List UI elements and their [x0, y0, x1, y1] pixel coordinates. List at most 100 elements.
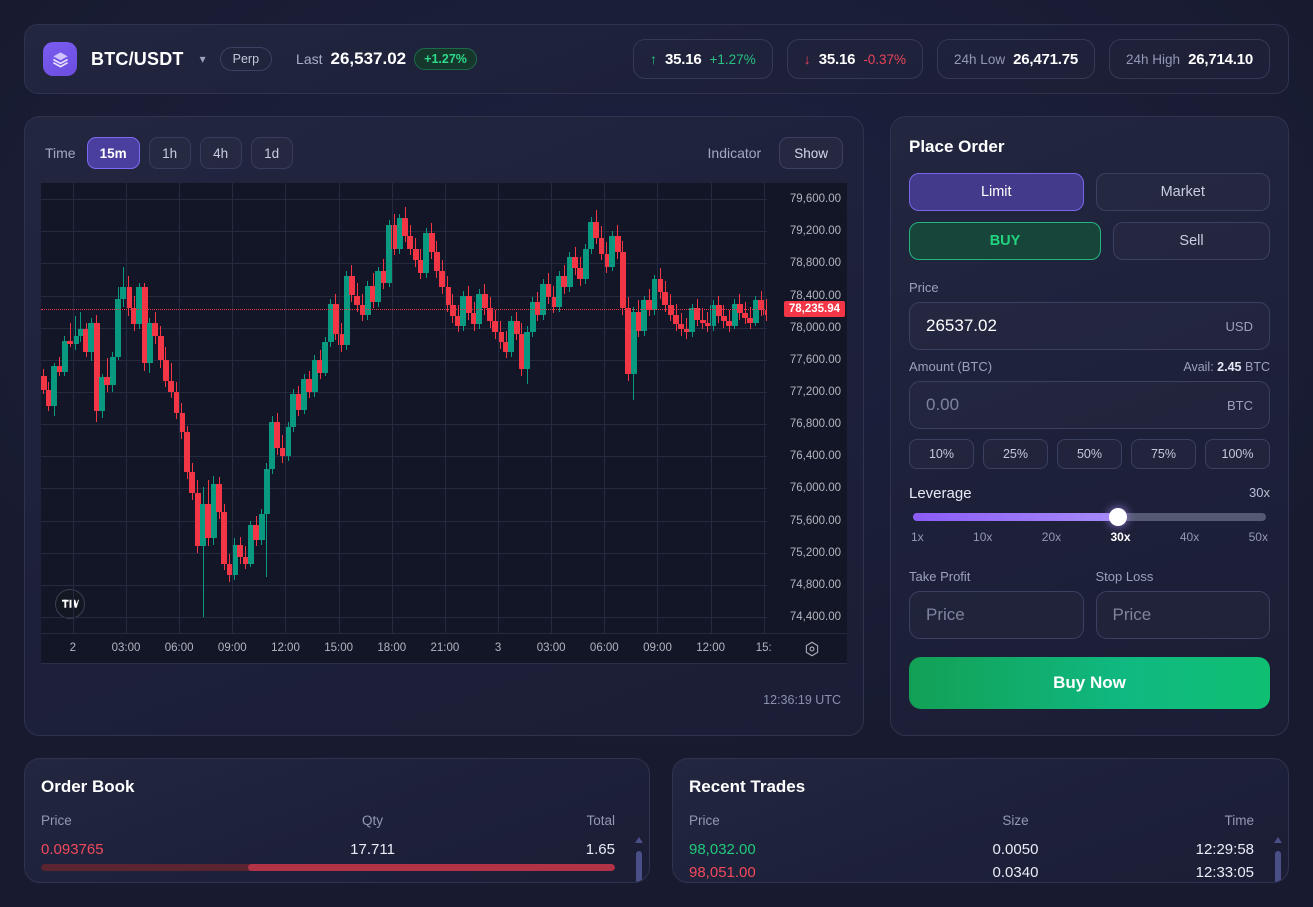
price-axis[interactable]: 79,600.00 79,200.00 78,800.00 78,400.00 78,0… — [767, 183, 847, 633]
leverage-slider[interactable] — [913, 508, 1266, 526]
price-input[interactable]: 26537.02 USD — [909, 302, 1270, 350]
candle — [407, 183, 414, 633]
current-price-marker: 78,235.94 — [783, 300, 845, 317]
order-book-depth-bar — [41, 864, 615, 871]
candle — [673, 183, 680, 633]
gridline-horizontal — [41, 359, 767, 361]
leverage-tick-30x[interactable]: 30x — [1110, 530, 1131, 544]
candle — [247, 183, 254, 633]
candle-body — [492, 321, 499, 333]
timeframe-15m[interactable]: 15m — [86, 137, 140, 169]
timeframe-1d[interactable]: 1d — [250, 137, 293, 169]
stat-up: ↑ 35.16 +1.27% — [632, 39, 773, 79]
leverage-label: Leverage — [909, 485, 972, 502]
leverage-tick-10x[interactable]: 10x — [973, 530, 993, 544]
order-book-scrollbar[interactable] — [635, 837, 643, 882]
leverage-value: 30x — [1249, 485, 1270, 500]
stop-loss-placeholder: Price — [1112, 605, 1152, 624]
candle-body — [561, 276, 568, 288]
candle-body — [577, 268, 584, 280]
candle — [731, 183, 738, 633]
leverage-tick-50x[interactable]: 50x — [1248, 530, 1268, 544]
candle — [51, 183, 58, 633]
candlestick-chart[interactable] — [41, 183, 767, 633]
gridline-vertical — [179, 183, 181, 633]
amount-input[interactable]: 0.00 BTC — [909, 381, 1270, 429]
order-side-buy[interactable]: BUY — [909, 222, 1101, 260]
scrollbar-thumb[interactable] — [1275, 851, 1281, 882]
leverage-tick-20x[interactable]: 20x — [1041, 530, 1062, 544]
candle-body — [354, 295, 361, 306]
candle — [758, 183, 765, 633]
percent-75[interactable]: 75% — [1131, 439, 1196, 469]
time-axis-tick: 09:00 — [217, 642, 247, 654]
candle-body — [56, 366, 63, 372]
percent-25[interactable]: 25% — [983, 439, 1048, 469]
price-axis-tick: 78,400.00 — [789, 289, 841, 302]
candle-body — [444, 287, 451, 306]
gridline-vertical — [710, 183, 712, 633]
candle-body — [370, 285, 377, 302]
candle-body — [503, 342, 509, 352]
candle-wick — [266, 462, 268, 577]
timeframe-4h[interactable]: 4h — [199, 137, 242, 169]
table-row[interactable]: 0.093765 17.711 1.65 — [41, 841, 633, 858]
table-row[interactable]: 98,032.00 0.0050 12:29:58 — [689, 841, 1272, 858]
candle — [317, 183, 323, 633]
tradingview-logo-icon[interactable] — [55, 589, 85, 619]
scroll-up-arrow-icon[interactable] — [1274, 837, 1282, 843]
candle — [41, 183, 47, 633]
scroll-up-arrow-icon[interactable] — [635, 837, 643, 843]
candle — [694, 183, 701, 633]
arrow-up-icon: ↑ — [649, 51, 657, 67]
candle-body — [258, 514, 265, 540]
price-axis-tick: 76,000.00 — [789, 482, 841, 495]
candle-body — [364, 285, 371, 315]
gridline-vertical — [657, 183, 659, 633]
candle — [651, 183, 658, 633]
timeframe-1h[interactable]: 1h — [148, 137, 191, 169]
leverage-tick-1x[interactable]: 1x — [911, 530, 924, 544]
hex-settings-icon[interactable] — [803, 640, 821, 658]
scrollbar-thumb[interactable] — [636, 851, 642, 882]
candle-body — [417, 260, 424, 273]
pair-name[interactable]: BTC/USDT — [91, 48, 184, 69]
buy-now-button[interactable]: Buy Now — [909, 657, 1270, 709]
candle — [157, 183, 164, 633]
indicator-show-button[interactable]: Show — [779, 137, 843, 169]
order-type-market[interactable]: Market — [1095, 173, 1270, 211]
gridline-horizontal — [41, 391, 767, 393]
gridline-horizontal — [41, 199, 767, 201]
candle-wick — [80, 311, 82, 343]
candle — [545, 183, 552, 633]
candle-body — [226, 563, 233, 576]
amount-label: Amount (BTC) — [909, 359, 993, 374]
order-side-sell[interactable]: Sell — [1113, 222, 1270, 260]
time-axis[interactable]: 2 03:00 06:00 09:00 12:00 15:00 18:00 21:00 3 03:… — [41, 633, 847, 663]
leverage-tick-40x[interactable]: 40x — [1179, 530, 1200, 544]
candle — [678, 183, 685, 633]
candle-body — [253, 525, 260, 540]
table-row[interactable]: 98,051.00 0.0340 12:33:05 — [689, 864, 1272, 881]
percent-10[interactable]: 10% — [909, 439, 974, 469]
candle-body — [545, 284, 552, 298]
percent-50[interactable]: 50% — [1057, 439, 1122, 469]
leverage-header: Leverage 30x — [909, 485, 1270, 502]
percent-100[interactable]: 100% — [1205, 439, 1270, 469]
candle — [619, 183, 626, 633]
stop-loss-label: Stop Loss — [1095, 569, 1154, 584]
stat-up-change: +1.27% — [709, 51, 756, 67]
candle-body — [77, 329, 84, 336]
take-profit-input[interactable]: Price — [909, 591, 1084, 639]
recent-trades-scrollbar[interactable] — [1274, 837, 1282, 882]
candle — [184, 183, 191, 633]
stop-loss-input[interactable]: Price — [1095, 591, 1270, 639]
candle — [742, 183, 749, 633]
avail-unit: BTC — [1245, 360, 1270, 374]
gridline-vertical — [126, 183, 128, 633]
chevron-down-icon[interactable]: ▾ — [199, 52, 206, 66]
candle — [417, 183, 424, 633]
last-change-badge: +1.27% — [414, 48, 477, 70]
order-type-limit[interactable]: Limit — [909, 173, 1084, 211]
slider-handle[interactable] — [1108, 508, 1127, 526]
